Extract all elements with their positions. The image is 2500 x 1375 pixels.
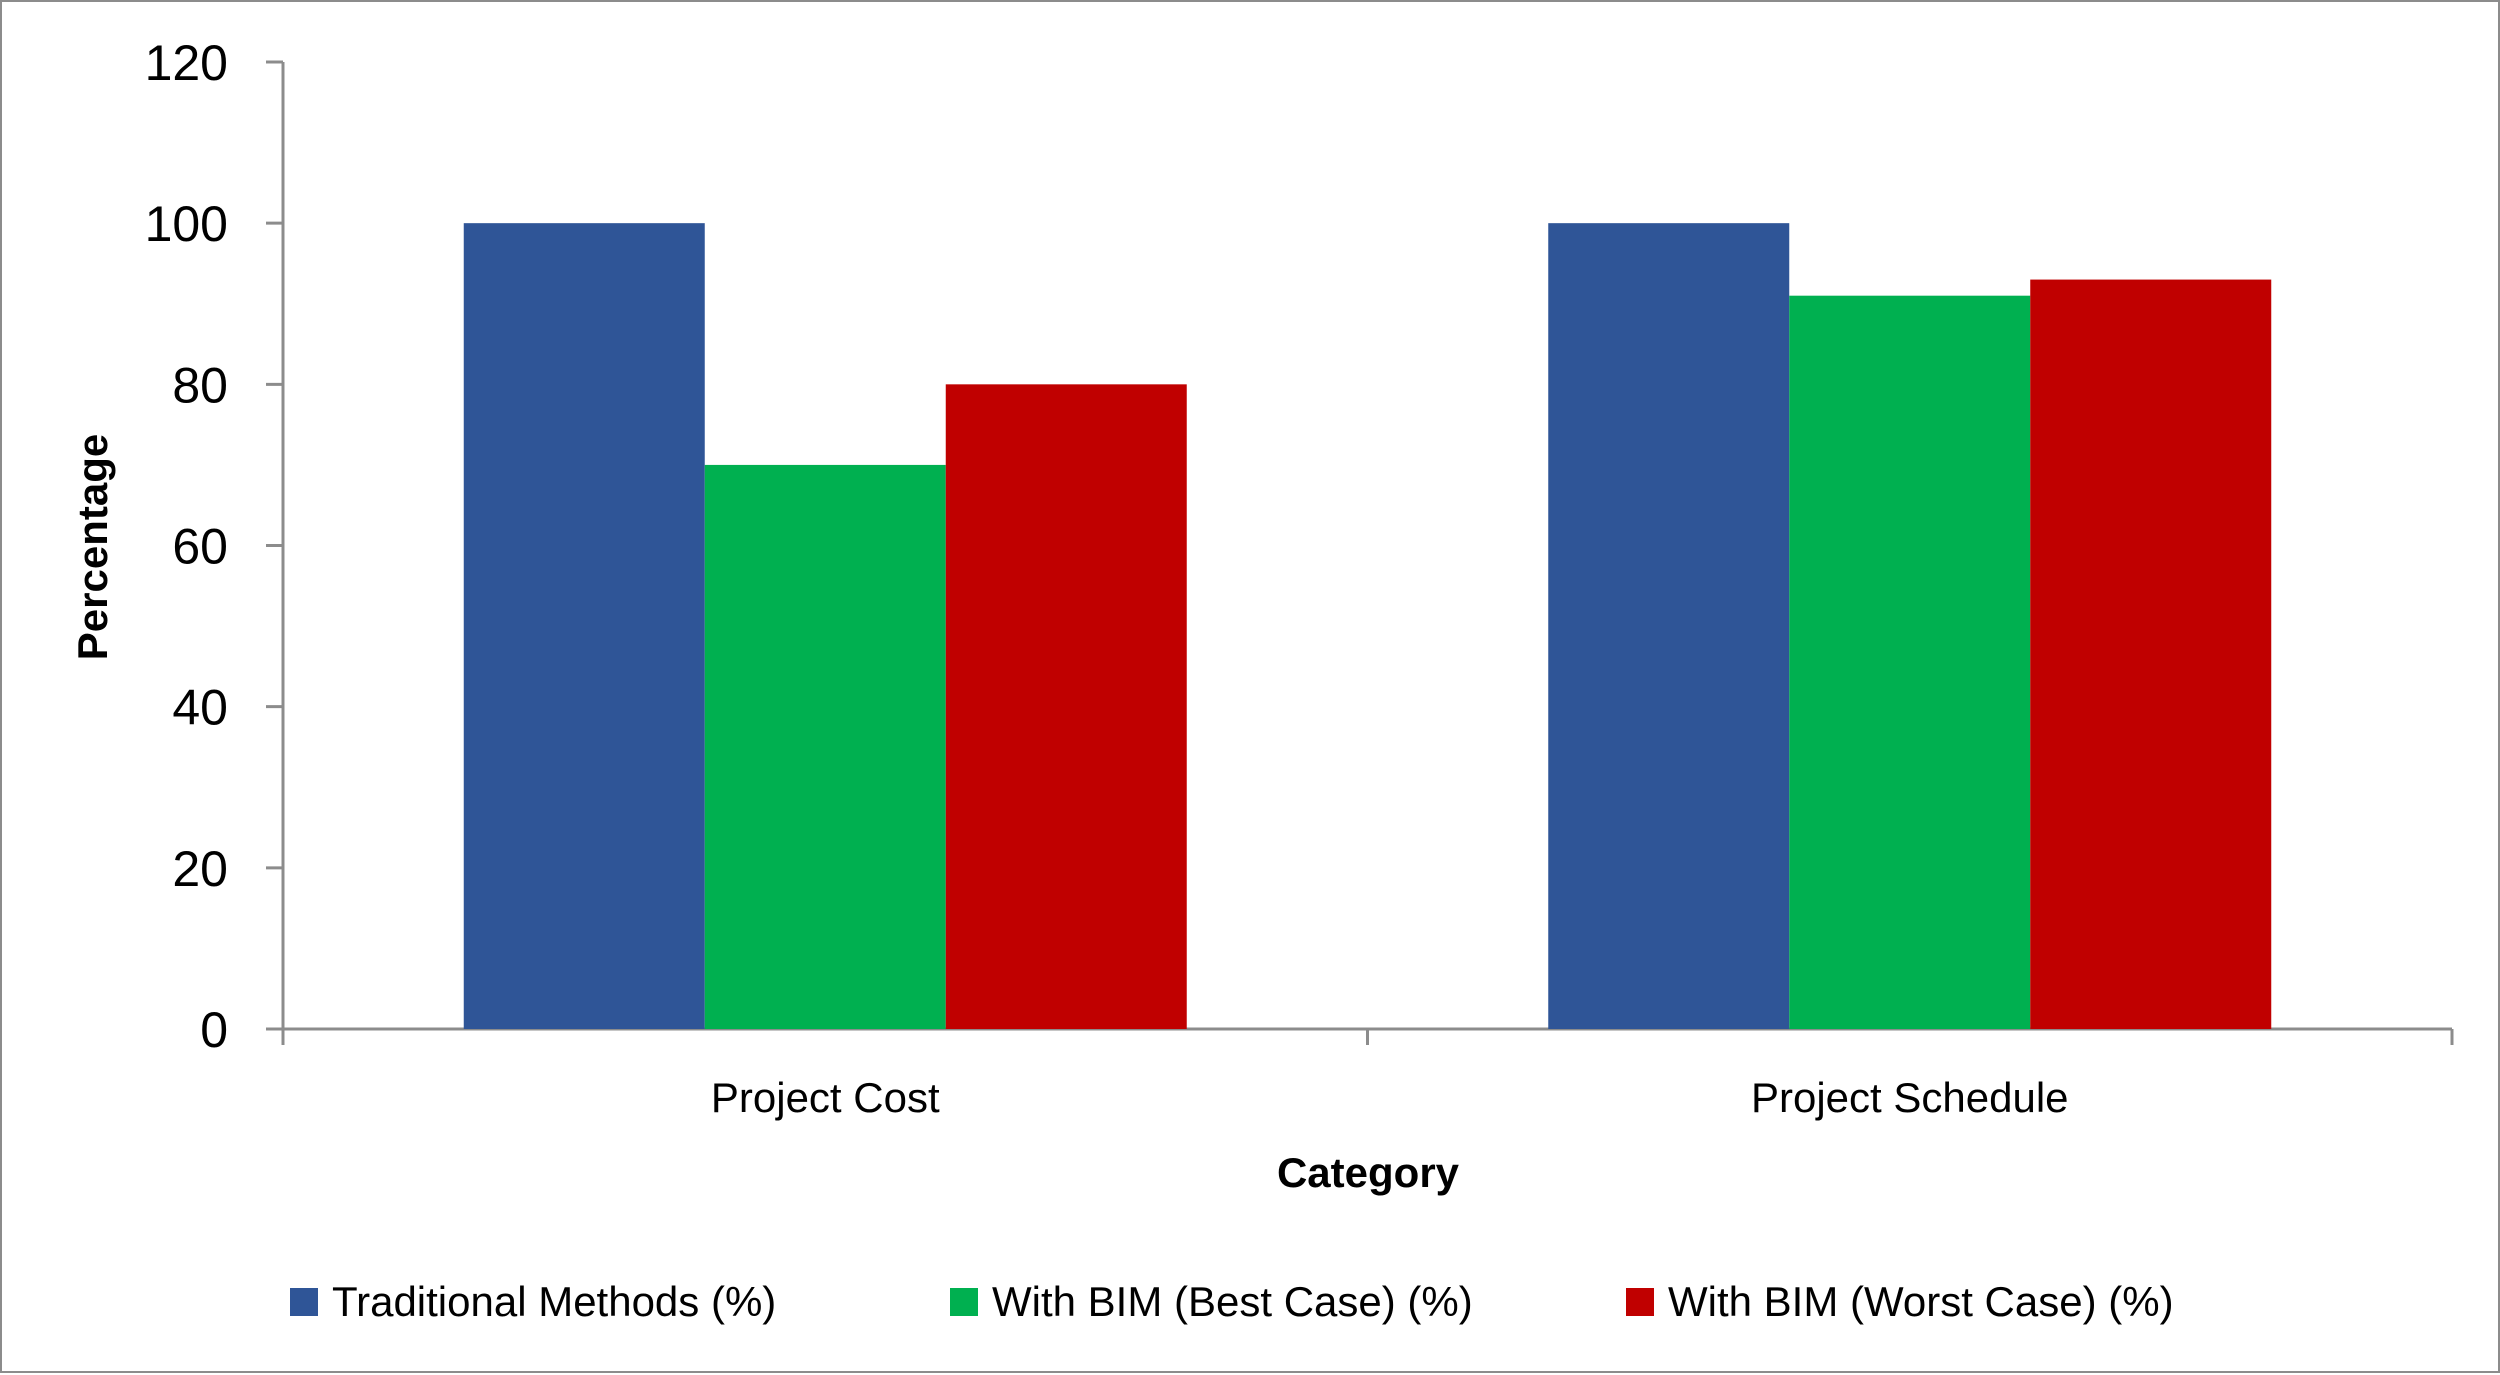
y-tick-label: 120	[145, 35, 228, 91]
legend-swatch	[950, 1288, 978, 1316]
bar-project-schedule-series-1	[1789, 295, 2031, 1030]
bar-project-cost-series-0	[463, 223, 705, 1029]
legend: Traditional Methods (%) With BIM (Best Ca…	[290, 1278, 2174, 1325]
y-tick-label: 60	[172, 519, 228, 575]
y-tick-label: 40	[172, 680, 228, 736]
bar-project-cost-series-1	[704, 464, 946, 1030]
legend-swatch	[1626, 1288, 1654, 1316]
x-axis	[266, 1027, 2454, 1045]
legend-item: With BIM (Best Case) (%)	[950, 1278, 1473, 1325]
y-tick-label: 80	[172, 357, 228, 413]
bar-project-schedule-series-0	[1548, 223, 1790, 1029]
y-tick-label: 100	[145, 196, 228, 252]
y-tick-label: 20	[172, 841, 228, 897]
category-labels: Project Cost Project Schedule	[711, 1074, 2069, 1121]
legend-swatch	[290, 1288, 318, 1316]
y-axis: 0 20 40 60 80 100 120	[145, 35, 285, 1058]
bars	[463, 223, 2272, 1030]
legend-item: With BIM (Worst Case) (%)	[1626, 1278, 2174, 1325]
legend-label: Traditional Methods (%)	[332, 1278, 776, 1325]
y-axis-title: Percentage	[69, 434, 116, 660]
y-tick-label: 0	[200, 1002, 228, 1058]
x-axis-title: Category	[1277, 1149, 1460, 1196]
category-label: Project Cost	[711, 1074, 940, 1121]
legend-item: Traditional Methods (%)	[290, 1278, 776, 1325]
bar-project-cost-series-2	[945, 384, 1187, 1029]
category-label: Project Schedule	[1751, 1074, 2069, 1121]
legend-label: With BIM (Worst Case) (%)	[1668, 1278, 2174, 1325]
legend-label: With BIM (Best Case) (%)	[992, 1278, 1473, 1325]
bar-project-schedule-series-2	[2030, 279, 2272, 1029]
